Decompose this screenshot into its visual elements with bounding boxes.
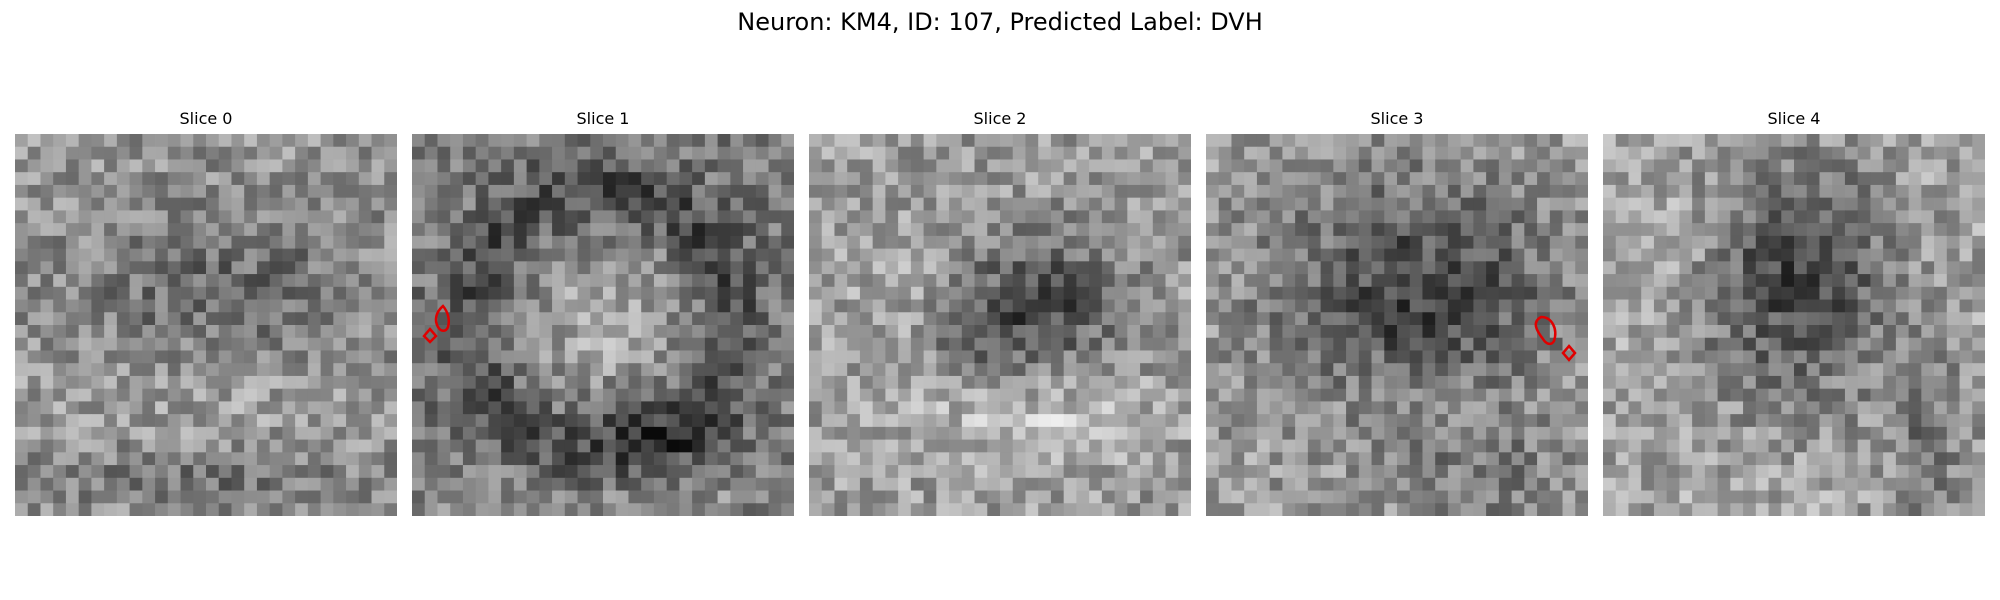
slice-title: Slice 3 [1370, 109, 1424, 128]
contour-marker [422, 327, 438, 344]
slice-image [1603, 134, 1985, 516]
slice-title: Slice 4 [1767, 109, 1821, 128]
slice-image-4 [1603, 134, 1985, 516]
contour-marker [1561, 344, 1577, 362]
slice-image-0 [15, 134, 397, 516]
slice-image-3 [1206, 134, 1588, 516]
slice-image-2 [809, 134, 1191, 516]
slice-title: Slice 0 [179, 109, 233, 128]
slice-title: Slice 1 [576, 109, 630, 128]
slice-image-1 [412, 134, 794, 516]
slice-image [1206, 134, 1588, 516]
slice-image [809, 134, 1191, 516]
contour-loop [1534, 315, 1557, 346]
slice-image [412, 134, 794, 516]
slice-image [15, 134, 397, 516]
slice-title: Slice 2 [973, 109, 1027, 128]
figure-title: Neuron: KM4, ID: 107, Predicted Label: D… [737, 8, 1263, 36]
contour-loop [434, 304, 451, 332]
